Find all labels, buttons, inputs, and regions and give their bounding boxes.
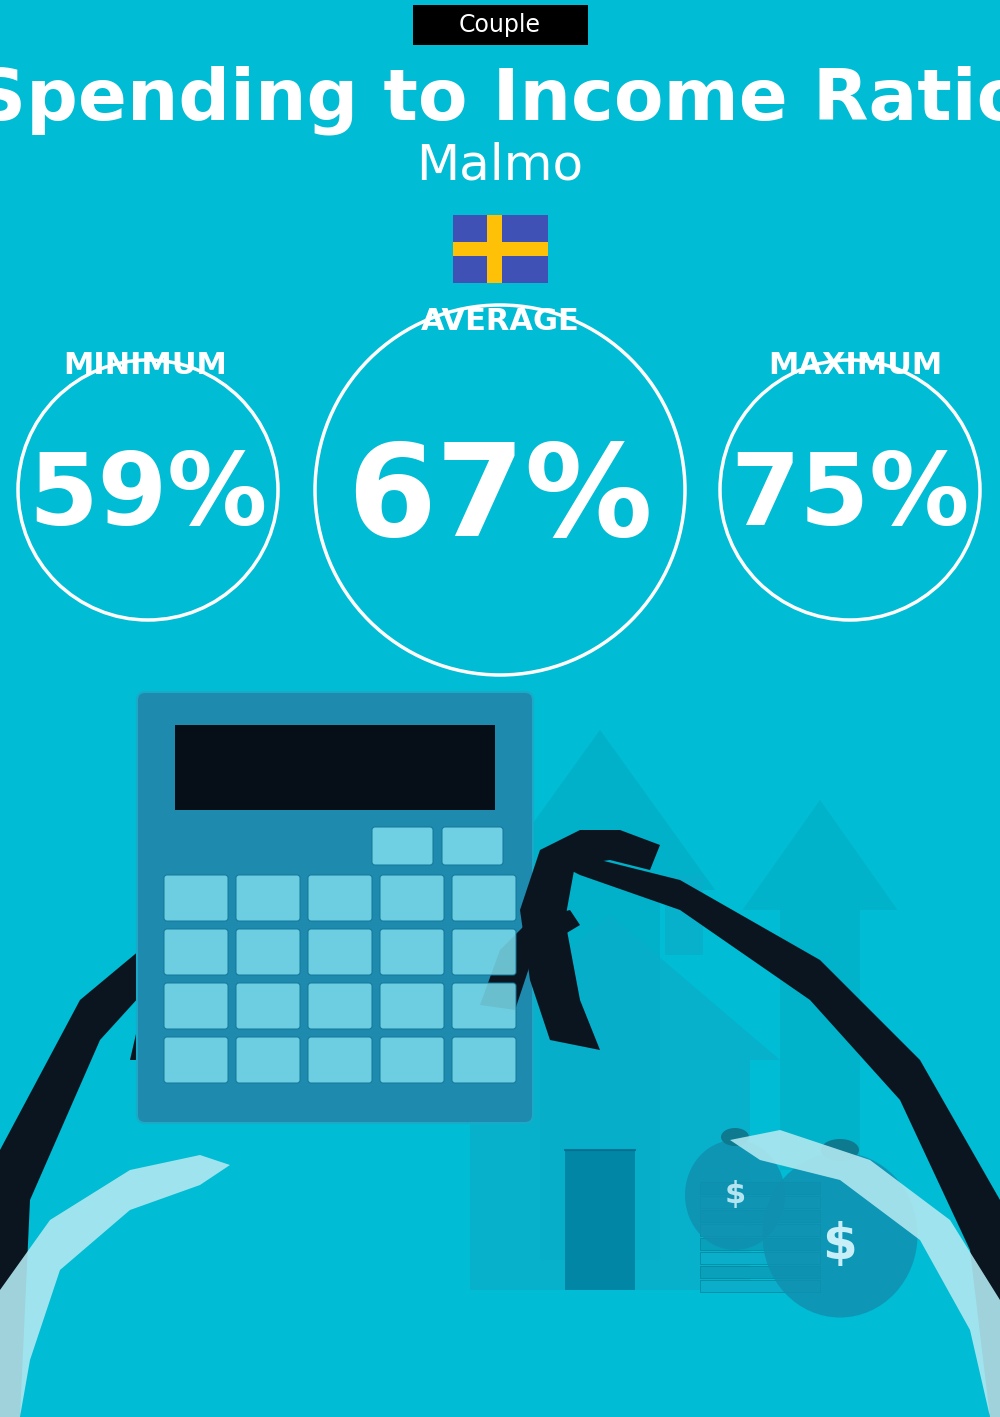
Text: Malmo: Malmo bbox=[416, 142, 584, 188]
Polygon shape bbox=[130, 811, 360, 1060]
Bar bbox=[700, 1265, 820, 1278]
FancyBboxPatch shape bbox=[236, 1037, 300, 1083]
FancyBboxPatch shape bbox=[308, 1037, 372, 1083]
Bar bbox=[665, 876, 703, 955]
Polygon shape bbox=[742, 801, 898, 1170]
Text: Couple: Couple bbox=[459, 13, 541, 37]
Text: $: $ bbox=[823, 1221, 857, 1270]
FancyBboxPatch shape bbox=[137, 691, 533, 1124]
FancyBboxPatch shape bbox=[372, 828, 433, 864]
Polygon shape bbox=[550, 850, 1000, 1417]
Text: Spending to Income Ratio: Spending to Income Ratio bbox=[0, 65, 1000, 135]
FancyBboxPatch shape bbox=[164, 1037, 228, 1083]
Text: MAXIMUM: MAXIMUM bbox=[768, 350, 942, 380]
Polygon shape bbox=[730, 1129, 1000, 1417]
Bar bbox=[565, 1151, 635, 1289]
Text: MINIMUM: MINIMUM bbox=[63, 350, 227, 380]
Polygon shape bbox=[0, 1155, 230, 1417]
FancyBboxPatch shape bbox=[164, 983, 228, 1029]
Polygon shape bbox=[440, 915, 780, 1060]
FancyBboxPatch shape bbox=[380, 876, 444, 921]
FancyBboxPatch shape bbox=[236, 930, 300, 975]
FancyBboxPatch shape bbox=[452, 930, 516, 975]
FancyBboxPatch shape bbox=[308, 983, 372, 1029]
Bar bbox=[700, 1280, 820, 1292]
FancyBboxPatch shape bbox=[380, 1037, 444, 1083]
Polygon shape bbox=[480, 910, 580, 1010]
FancyBboxPatch shape bbox=[380, 983, 444, 1029]
Polygon shape bbox=[0, 854, 340, 1417]
FancyBboxPatch shape bbox=[236, 876, 300, 921]
FancyBboxPatch shape bbox=[164, 930, 228, 975]
Bar bbox=[700, 1238, 820, 1250]
Bar bbox=[700, 1224, 820, 1236]
FancyBboxPatch shape bbox=[308, 930, 372, 975]
Text: 75%: 75% bbox=[730, 449, 970, 547]
Bar bbox=[413, 6, 588, 45]
Ellipse shape bbox=[685, 1141, 785, 1250]
Polygon shape bbox=[485, 730, 715, 1260]
Bar bbox=[452, 215, 548, 283]
Polygon shape bbox=[520, 830, 660, 1050]
Text: $: $ bbox=[724, 1180, 746, 1210]
Bar bbox=[700, 1210, 820, 1221]
Ellipse shape bbox=[721, 1128, 749, 1146]
FancyBboxPatch shape bbox=[442, 828, 503, 864]
FancyBboxPatch shape bbox=[452, 983, 516, 1029]
FancyBboxPatch shape bbox=[452, 1037, 516, 1083]
Bar bbox=[175, 726, 495, 811]
Bar bbox=[700, 1196, 820, 1209]
Bar bbox=[470, 1060, 750, 1289]
FancyBboxPatch shape bbox=[308, 876, 372, 921]
FancyBboxPatch shape bbox=[452, 876, 516, 921]
Text: 59%: 59% bbox=[28, 449, 268, 547]
FancyBboxPatch shape bbox=[236, 983, 300, 1029]
Bar bbox=[452, 241, 548, 256]
Text: 67%: 67% bbox=[347, 438, 653, 563]
Text: AVERAGE: AVERAGE bbox=[421, 307, 579, 336]
FancyBboxPatch shape bbox=[164, 876, 228, 921]
Bar bbox=[700, 1253, 820, 1264]
Bar bbox=[700, 1182, 820, 1195]
Ellipse shape bbox=[763, 1152, 918, 1318]
FancyBboxPatch shape bbox=[380, 930, 444, 975]
Ellipse shape bbox=[821, 1139, 859, 1161]
Bar bbox=[487, 215, 502, 283]
